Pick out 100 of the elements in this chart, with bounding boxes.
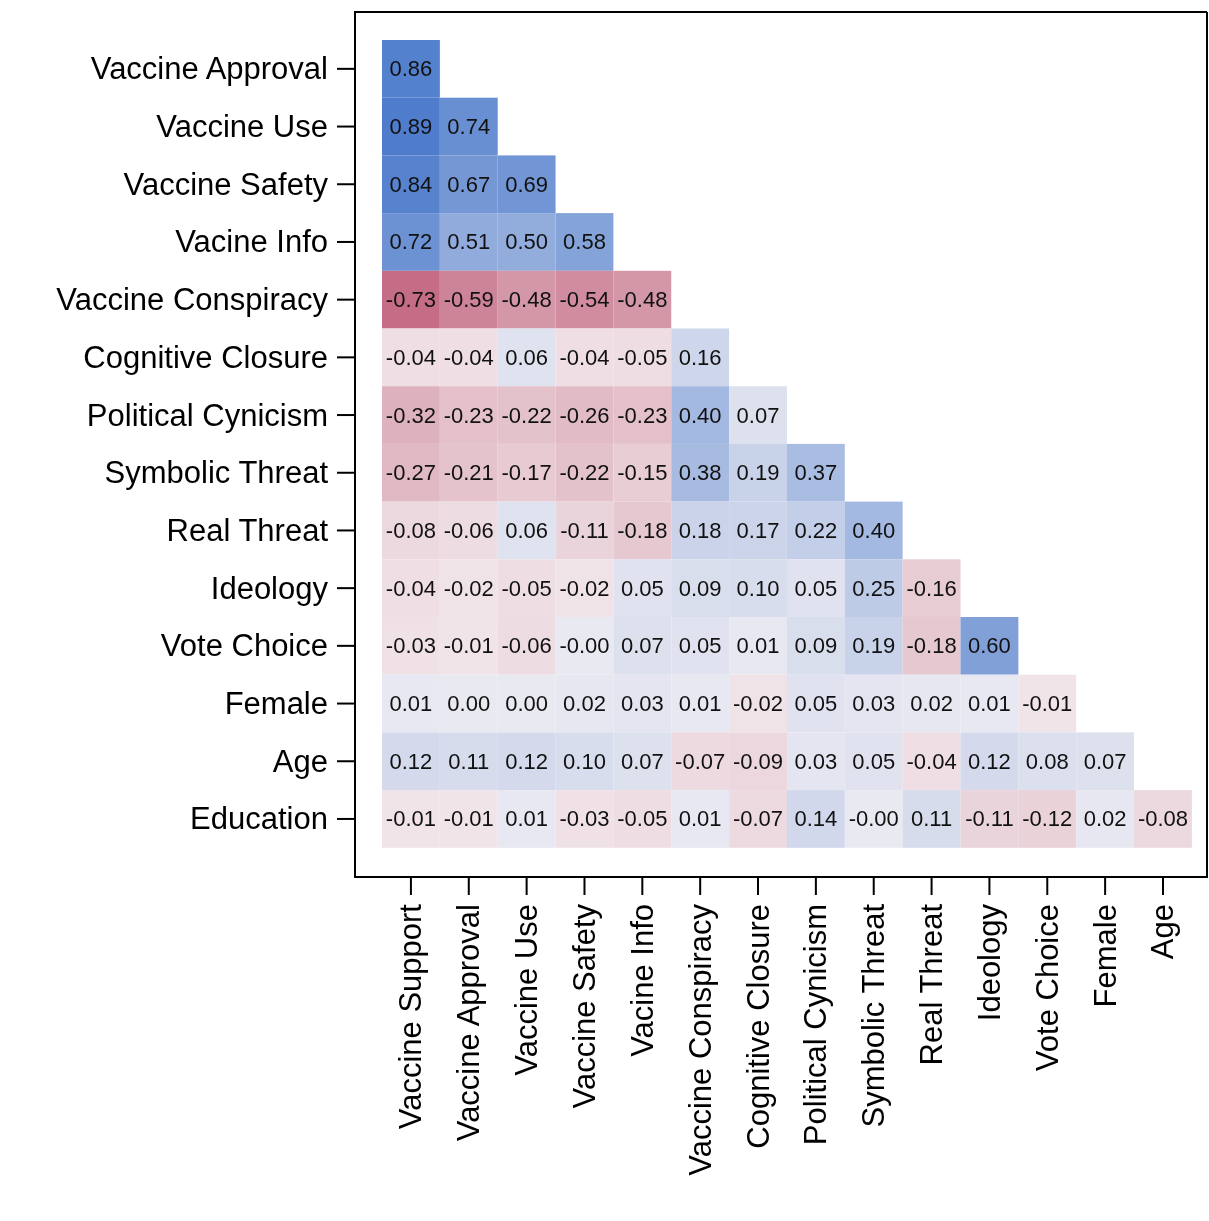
x-tick-label: Real Threat [914, 903, 950, 1066]
x-tick-label: Vacine Info [624, 904, 660, 1057]
data-label: -0.12 [1022, 806, 1073, 832]
data-label: -0.48 [501, 287, 552, 313]
data-label: 0.60 [968, 633, 1011, 659]
data-label: -0.09 [732, 748, 784, 774]
data-label: -0.05 [501, 575, 552, 601]
data-label: 0.11 [910, 806, 953, 832]
data-label: -0.03 [559, 806, 610, 832]
data-label: -0.04 [443, 344, 494, 370]
data-label: 0.01 [736, 633, 780, 659]
x-tick-label: Vaccine Safety [566, 903, 602, 1109]
data-label: -0.01 [385, 806, 436, 832]
data-label: 0.03 [620, 691, 664, 717]
data-label: 0.10 [736, 575, 780, 601]
data-label: 0.84 [389, 171, 433, 197]
data-label: 0.12 [505, 748, 549, 774]
data-label: -0.07 [675, 748, 726, 774]
data-label: 0.05 [852, 748, 896, 774]
data-label: -0.17 [501, 460, 552, 486]
x-tick-label: Symbolic Threat [856, 903, 892, 1128]
data-label: -0.23 [443, 402, 494, 428]
data-label: -0.05 [617, 806, 668, 832]
data-label: -0.03 [385, 633, 436, 659]
y-tick-label: Ideology [210, 570, 329, 606]
data-label: 0.00 [505, 691, 549, 717]
x-tick-label: Ideology [971, 903, 1007, 1022]
data-label: -0.05 [617, 344, 668, 370]
data-label: -0.48 [617, 287, 668, 313]
data-label: 0.37 [794, 460, 838, 486]
data-label: -0.02 [732, 691, 784, 717]
data-label: 0.19 [852, 633, 896, 659]
data-label: -0.54 [559, 287, 610, 313]
data-label: 0.50 [505, 229, 549, 255]
data-label: 0.09 [678, 575, 722, 601]
data-label: 0.01 [505, 806, 549, 832]
data-label: 0.01 [389, 691, 433, 717]
data-label: 0.05 [794, 575, 838, 601]
data-label: 0.40 [852, 517, 896, 543]
x-tick-label: Vaccine Conspiracy [682, 903, 718, 1176]
data-label: -0.02 [559, 575, 610, 601]
data-label: -0.01 [443, 633, 494, 659]
data-label: -0.23 [617, 402, 668, 428]
data-label: 0.89 [389, 114, 433, 140]
data-label: -0.18 [906, 633, 957, 659]
y-tick-label: Symbolic Threat [104, 455, 329, 491]
data-label: 0.06 [505, 517, 549, 543]
data-label: 0.07 [1083, 748, 1127, 774]
data-label: 0.05 [620, 575, 664, 601]
y-tick-label: Real Threat [166, 512, 329, 548]
data-label: 0.51 [447, 229, 491, 255]
data-label: 0.03 [794, 748, 838, 774]
data-label: 0.01 [968, 691, 1011, 717]
data-label: -0.15 [617, 460, 668, 486]
data-label: -0.32 [385, 402, 436, 428]
y-tick-label: Vaccine Use [156, 109, 328, 145]
y-tick-label: Age [272, 743, 328, 779]
x-tick-label: Vaccine Use [509, 904, 545, 1076]
y-tick-label: Vacine Info [175, 224, 328, 260]
data-label: -0.04 [559, 344, 610, 370]
data-label: 0.05 [794, 691, 838, 717]
data-label: 0.01 [678, 691, 722, 717]
data-label: 0.67 [447, 171, 491, 197]
data-label: -0.08 [385, 517, 436, 543]
data-label: 0.25 [852, 575, 896, 601]
data-label: -0.27 [385, 460, 436, 486]
y-tick-label: Cognitive Closure [83, 339, 328, 375]
data-label: -0.22 [559, 460, 610, 486]
y-tick-label: Vaccine Conspiracy [56, 282, 329, 318]
data-label: 0.11 [448, 748, 490, 774]
data-label: 0.05 [678, 633, 722, 659]
y-tick-label: Education [190, 801, 328, 837]
data-label: -0.22 [501, 402, 552, 428]
data-label: 0.74 [447, 114, 491, 140]
x-tick-label: Vaccine Approval [451, 904, 487, 1142]
data-label: -0.21 [443, 460, 494, 486]
data-label: -0.00 [848, 806, 899, 832]
data-label: 0.72 [389, 229, 433, 255]
data-label: -0.06 [501, 633, 552, 659]
data-label: -0.06 [443, 517, 494, 543]
y-tick-label: Political Cynicism [86, 397, 328, 433]
data-label: -0.26 [559, 402, 610, 428]
data-label: -0.18 [617, 517, 668, 543]
y-tick-label: Vaccine Safety [123, 166, 329, 202]
x-tick-label: Age [1145, 904, 1181, 960]
data-label: 0.06 [505, 344, 549, 370]
data-label: -0.59 [443, 287, 494, 313]
data-label: 0.09 [794, 633, 838, 659]
data-label: 0.07 [620, 748, 664, 774]
data-label: -0.04 [385, 344, 436, 370]
data-label: 0.16 [678, 344, 722, 370]
x-tick-label: Political Cynicism [798, 904, 834, 1146]
data-label: 0.17 [736, 517, 780, 543]
data-label: 0.18 [678, 517, 722, 543]
y-tick-label: Vaccine Approval [90, 51, 328, 87]
data-label: 0.58 [563, 229, 606, 255]
data-label: 0.07 [736, 402, 780, 428]
data-label: 0.38 [678, 460, 722, 486]
data-label: -0.02 [443, 575, 494, 601]
data-label: 0.40 [678, 402, 722, 428]
